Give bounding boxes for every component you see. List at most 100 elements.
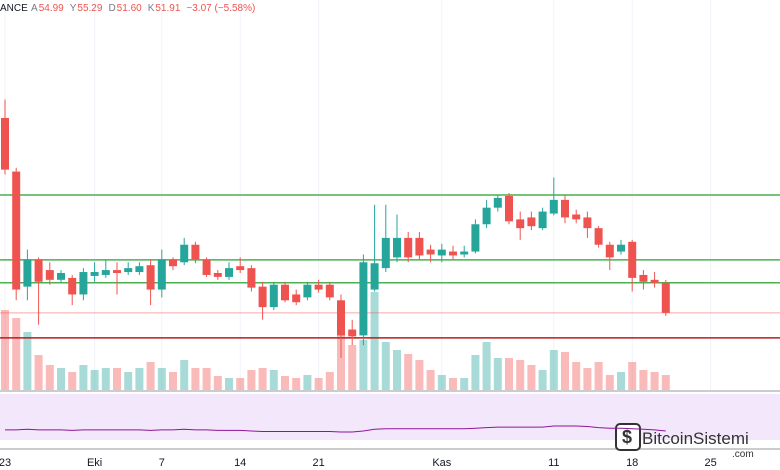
volume-bar bbox=[393, 350, 401, 390]
candle-body bbox=[348, 329, 357, 337]
candle-body bbox=[247, 268, 256, 288]
x-tick-label: 21 bbox=[312, 457, 324, 469]
candle-body bbox=[157, 259, 166, 290]
candle-body bbox=[314, 284, 323, 290]
volume-bar bbox=[79, 365, 88, 390]
ohlc-label: K bbox=[147, 3, 155, 14]
volume-bar bbox=[269, 370, 278, 390]
volume-bar bbox=[359, 340, 368, 390]
volume-bar bbox=[325, 372, 334, 390]
volume-bar bbox=[135, 368, 144, 390]
candle-body bbox=[90, 272, 99, 276]
volume-bar bbox=[415, 360, 424, 390]
volume-bar bbox=[516, 360, 525, 390]
candle-body bbox=[135, 266, 144, 273]
volume-bar bbox=[303, 375, 312, 390]
volume-bar bbox=[460, 378, 469, 390]
x-tick-label: 18 bbox=[626, 457, 638, 469]
volume-bar bbox=[493, 358, 502, 390]
volume-bar bbox=[90, 370, 99, 390]
ohlc-value: 55.29 bbox=[77, 3, 103, 14]
candle-body bbox=[12, 171, 21, 290]
volume-bar bbox=[583, 368, 592, 390]
candle-body bbox=[57, 273, 65, 280]
volume-bar bbox=[45, 365, 54, 390]
candle-body bbox=[269, 284, 278, 308]
candle-body bbox=[359, 262, 368, 336]
x-tick-label: 23 bbox=[0, 457, 11, 469]
candle-body bbox=[516, 219, 525, 229]
volume-bar bbox=[572, 362, 581, 390]
candle-body bbox=[426, 249, 435, 255]
volume-bar bbox=[370, 292, 379, 390]
candle-body bbox=[113, 270, 121, 273]
candle-body bbox=[639, 274, 648, 282]
x-tick-label: 14 bbox=[234, 457, 246, 469]
volume-bar bbox=[650, 372, 659, 390]
change: −3.07 (−5.58%) bbox=[186, 3, 256, 14]
volume-bar bbox=[247, 370, 256, 390]
volume-bar bbox=[628, 362, 637, 390]
volume-bar bbox=[34, 355, 43, 390]
candle-body bbox=[146, 265, 155, 290]
volume-bar bbox=[449, 378, 457, 390]
watermark-suffix: .com bbox=[732, 449, 754, 460]
volume-bar bbox=[482, 342, 491, 390]
candle-body bbox=[1, 117, 9, 170]
candle-body bbox=[337, 300, 345, 336]
candle-body bbox=[393, 237, 401, 258]
candle-body bbox=[482, 207, 491, 225]
candle-body bbox=[415, 237, 424, 256]
candle-body bbox=[594, 228, 603, 245]
candle-body bbox=[605, 244, 614, 258]
candle-body bbox=[124, 268, 133, 273]
candle-body bbox=[628, 241, 637, 278]
candle-body bbox=[79, 272, 88, 295]
candle-body bbox=[325, 284, 334, 298]
volume-bar bbox=[426, 370, 435, 390]
watermark-name: BitcoinSistemi bbox=[642, 429, 749, 448]
volume-bar bbox=[113, 368, 121, 390]
volume-bar bbox=[124, 372, 133, 390]
volume-bar bbox=[101, 368, 110, 390]
ohlc-value: 51.60 bbox=[116, 3, 142, 14]
candle-body bbox=[527, 217, 536, 227]
candle-body bbox=[180, 244, 189, 263]
candle-body bbox=[213, 273, 222, 277]
ohlc-value: 54.99 bbox=[38, 3, 64, 14]
candle-body bbox=[101, 270, 110, 275]
volume-bar bbox=[146, 362, 155, 390]
x-tick-label: Kas bbox=[432, 457, 451, 469]
candle-body bbox=[370, 263, 379, 290]
candle-body bbox=[381, 237, 390, 269]
volume-bar bbox=[23, 332, 32, 390]
volume-bar bbox=[437, 375, 446, 390]
watermark: $ BitcoinSistemi .com bbox=[615, 423, 754, 460]
candle-body bbox=[258, 286, 267, 308]
volume-bar bbox=[314, 378, 323, 390]
candle-body bbox=[68, 277, 77, 295]
volume-bar bbox=[180, 360, 189, 390]
volume-bar bbox=[471, 355, 480, 390]
candle-body bbox=[23, 259, 32, 287]
volume-bar bbox=[381, 342, 390, 390]
candle-body bbox=[292, 294, 301, 303]
candle-body bbox=[236, 266, 245, 271]
candle-body bbox=[281, 284, 289, 301]
volume-bar bbox=[549, 350, 558, 390]
candle-body bbox=[202, 259, 211, 275]
ohlc-label: Y bbox=[69, 3, 77, 14]
x-tick-label: 7 bbox=[159, 457, 165, 469]
x-tick-label: Eki bbox=[87, 457, 102, 469]
ohlc-label: A bbox=[31, 3, 38, 14]
candle-body bbox=[661, 282, 670, 313]
volume-bar bbox=[348, 345, 357, 390]
candle-body bbox=[169, 259, 177, 267]
volume-bar bbox=[191, 368, 200, 390]
volume-bar bbox=[236, 378, 245, 390]
rsi-band bbox=[0, 394, 780, 440]
watermark-logo bbox=[615, 423, 641, 451]
volume-bar bbox=[225, 378, 233, 390]
